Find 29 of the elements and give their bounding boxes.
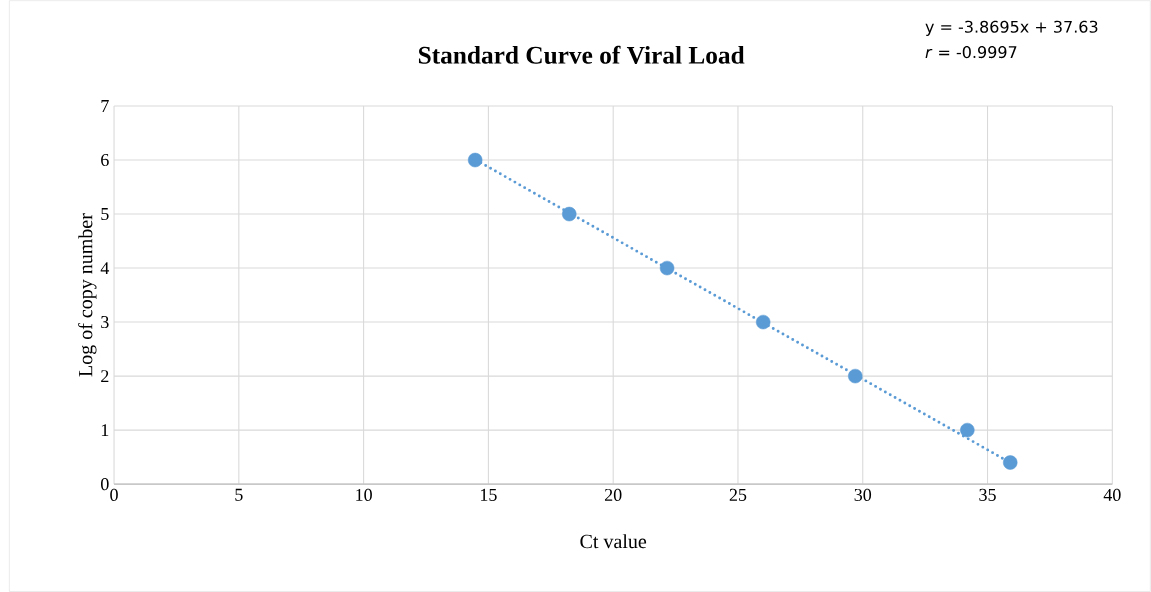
text: r = -0.9997 <box>925 45 1017 59</box>
point <box>562 206 577 222</box>
chart-title: Standard Curve of Viral Load <box>418 45 745 64</box>
x-tick-label: 35 <box>979 488 996 501</box>
y-tick-label: 5 <box>101 207 109 220</box>
point <box>755 314 771 330</box>
x-tick-label: 10 <box>356 488 372 501</box>
y-tick-label: 6 <box>101 153 109 166</box>
x-tick-label: 25 <box>729 488 747 501</box>
y-tick-label: 4 <box>100 262 110 274</box>
point <box>467 152 483 168</box>
point <box>848 368 863 384</box>
text: y = -3.8695x + 37.63 <box>925 20 1098 36</box>
y-tick-label: 0 <box>101 477 109 491</box>
y-tick-label: 1 <box>101 424 109 436</box>
y-tick-label: 3 <box>101 315 109 329</box>
point <box>1003 455 1018 470</box>
x-tick-label: 0 <box>110 488 118 501</box>
y-tick-label: 7 <box>101 100 109 112</box>
x-tick-label: 5 <box>235 488 243 501</box>
y-axis-title: Log of copy number <box>78 213 97 377</box>
x-tick-label: 15 <box>480 488 497 501</box>
y-tick-label: 2 <box>101 370 109 382</box>
x-tick-label: 40 <box>1103 488 1121 501</box>
x-axis-title: Ct value <box>580 534 647 549</box>
x-tick-label: 20 <box>604 488 622 501</box>
x-tick-label: 30 <box>854 488 872 501</box>
point <box>960 422 975 438</box>
point <box>659 260 675 276</box>
